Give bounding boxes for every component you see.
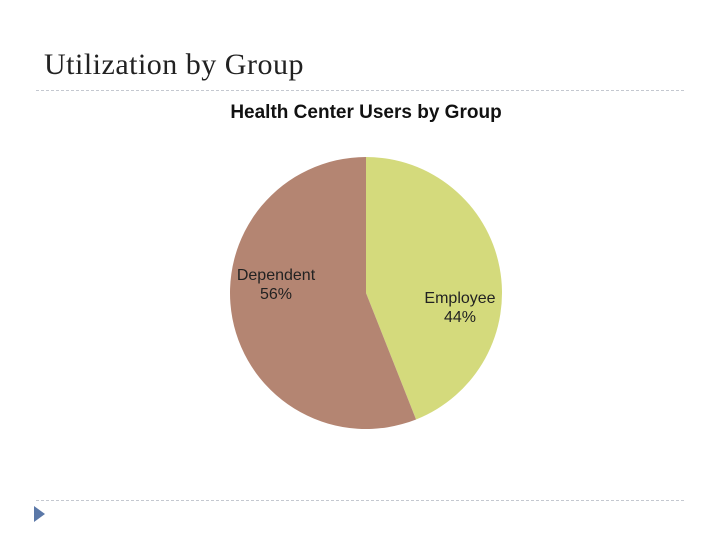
pie-label-value: 44% — [444, 309, 476, 326]
pie-label-name: Employee — [424, 290, 495, 307]
pie-label-employee: Employee 44% — [424, 290, 495, 326]
pie-label-value: 56% — [260, 286, 292, 303]
pie-slice-employee — [366, 157, 503, 420]
pie-label-dependent: Dependent 56% — [237, 267, 316, 303]
pie-slice-dependent — [230, 157, 417, 429]
slide-title: Utilization by Group — [44, 48, 304, 81]
chart-title: Health Center Users by Group — [230, 102, 501, 123]
pie-label-name: Dependent — [237, 267, 316, 284]
title-divider — [36, 90, 684, 91]
pie-slices — [230, 157, 503, 429]
pie-labels: Employee 44% Dependent 56% — [237, 267, 496, 326]
bullet-arrow-icon — [34, 506, 45, 522]
footer-divider — [36, 500, 684, 501]
